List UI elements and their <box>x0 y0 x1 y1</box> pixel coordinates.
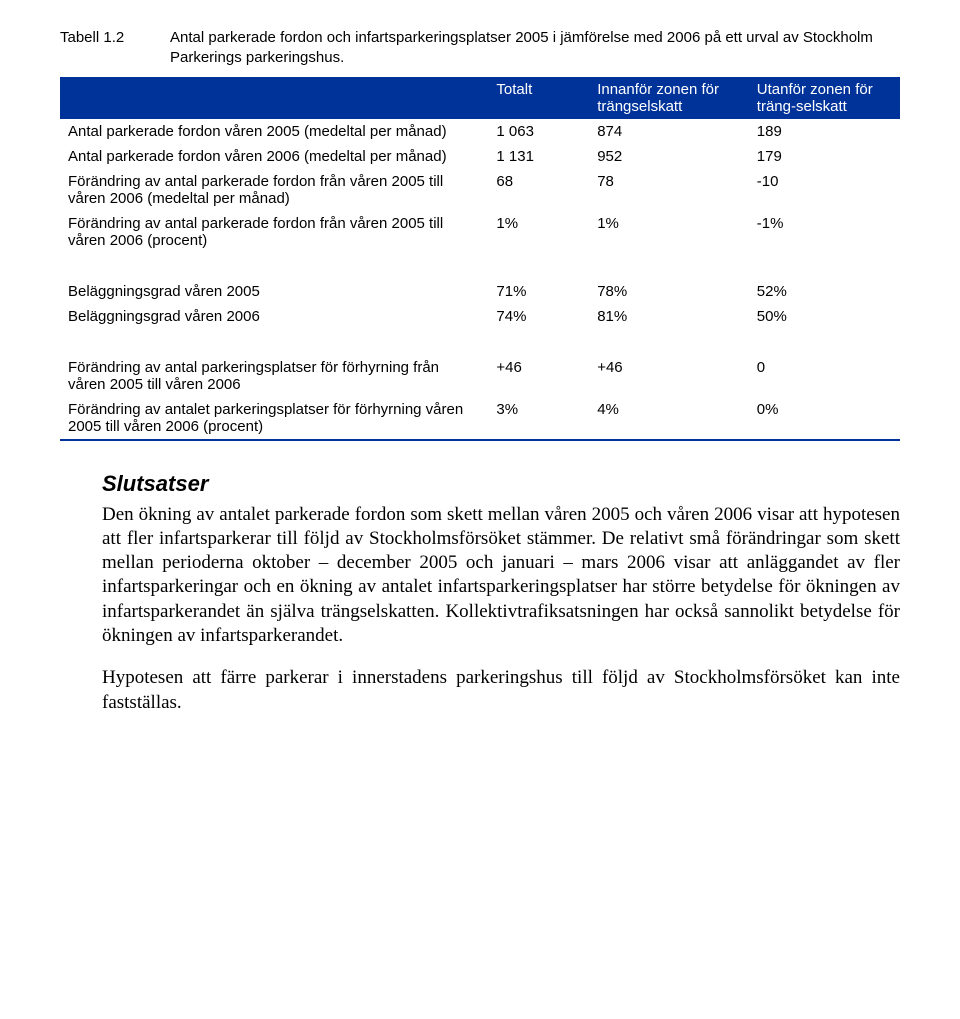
table-row: Beläggningsgrad våren 2006 74% 81% 50% <box>60 304 900 329</box>
table-row: Beläggningsgrad våren 2005 71% 78% 52% <box>60 279 900 304</box>
cell: -1% <box>749 211 900 253</box>
row-label: Förändring av antal parkerade fordon frå… <box>60 211 488 253</box>
table-row: Förändring av antalet parkeringsplatser … <box>60 397 900 440</box>
header-blank <box>60 77 488 119</box>
spacer-row <box>60 253 900 279</box>
table-header-row: Totalt Innanför zonen för trängselskatt … <box>60 77 900 119</box>
cell: +46 <box>589 355 749 397</box>
table-row: Förändring av antal parkerade fordon frå… <box>60 169 900 211</box>
spacer-row <box>60 329 900 355</box>
cell: 4% <box>589 397 749 440</box>
cell: 78 <box>589 169 749 211</box>
conclusions-heading: Slutsatser <box>102 471 900 497</box>
row-label: Förändring av antal parkeringsplatser fö… <box>60 355 488 397</box>
cell: 1 063 <box>488 119 589 144</box>
conclusion-paragraph-1: Den ökning av antalet parkerade fordon s… <box>102 503 900 649</box>
conclusion-paragraph-2: Hypotesen att färre parkerar i innerstad… <box>102 666 900 715</box>
table-row: Förändring av antal parkeringsplatser fö… <box>60 355 900 397</box>
cell: 78% <box>589 279 749 304</box>
cell: 874 <box>589 119 749 144</box>
table-caption-text: Antal parkerade fordon och infartsparker… <box>170 28 900 69</box>
header-utanfor: Utanför zonen för träng-selskatt <box>749 77 900 119</box>
row-label: Antal parkerade fordon våren 2005 (medel… <box>60 119 488 144</box>
cell: -10 <box>749 169 900 211</box>
cell: 81% <box>589 304 749 329</box>
cell: 0 <box>749 355 900 397</box>
table-caption-label: Tabell 1.2 <box>60 28 170 69</box>
row-label: Antal parkerade fordon våren 2006 (medel… <box>60 144 488 169</box>
cell: 952 <box>589 144 749 169</box>
cell: 1% <box>488 211 589 253</box>
row-label: Beläggningsgrad våren 2005 <box>60 279 488 304</box>
cell: 71% <box>488 279 589 304</box>
cell: 1 131 <box>488 144 589 169</box>
table-caption: Tabell 1.2 Antal parkerade fordon och in… <box>60 28 900 69</box>
cell: 50% <box>749 304 900 329</box>
cell: 179 <box>749 144 900 169</box>
cell: 189 <box>749 119 900 144</box>
table-row: Förändring av antal parkerade fordon frå… <box>60 211 900 253</box>
row-label: Förändring av antalet parkeringsplatser … <box>60 397 488 440</box>
cell: 74% <box>488 304 589 329</box>
cell: 3% <box>488 397 589 440</box>
row-label: Beläggningsgrad våren 2006 <box>60 304 488 329</box>
header-innanfor: Innanför zonen för trängselskatt <box>589 77 749 119</box>
header-totalt: Totalt <box>488 77 589 119</box>
cell: 1% <box>589 211 749 253</box>
cell: +46 <box>488 355 589 397</box>
data-table: Totalt Innanför zonen för trängselskatt … <box>60 77 900 441</box>
table-row: Antal parkerade fordon våren 2005 (medel… <box>60 119 900 144</box>
cell: 68 <box>488 169 589 211</box>
table-row: Antal parkerade fordon våren 2006 (medel… <box>60 144 900 169</box>
cell: 52% <box>749 279 900 304</box>
row-label: Förändring av antal parkerade fordon frå… <box>60 169 488 211</box>
cell: 0% <box>749 397 900 440</box>
